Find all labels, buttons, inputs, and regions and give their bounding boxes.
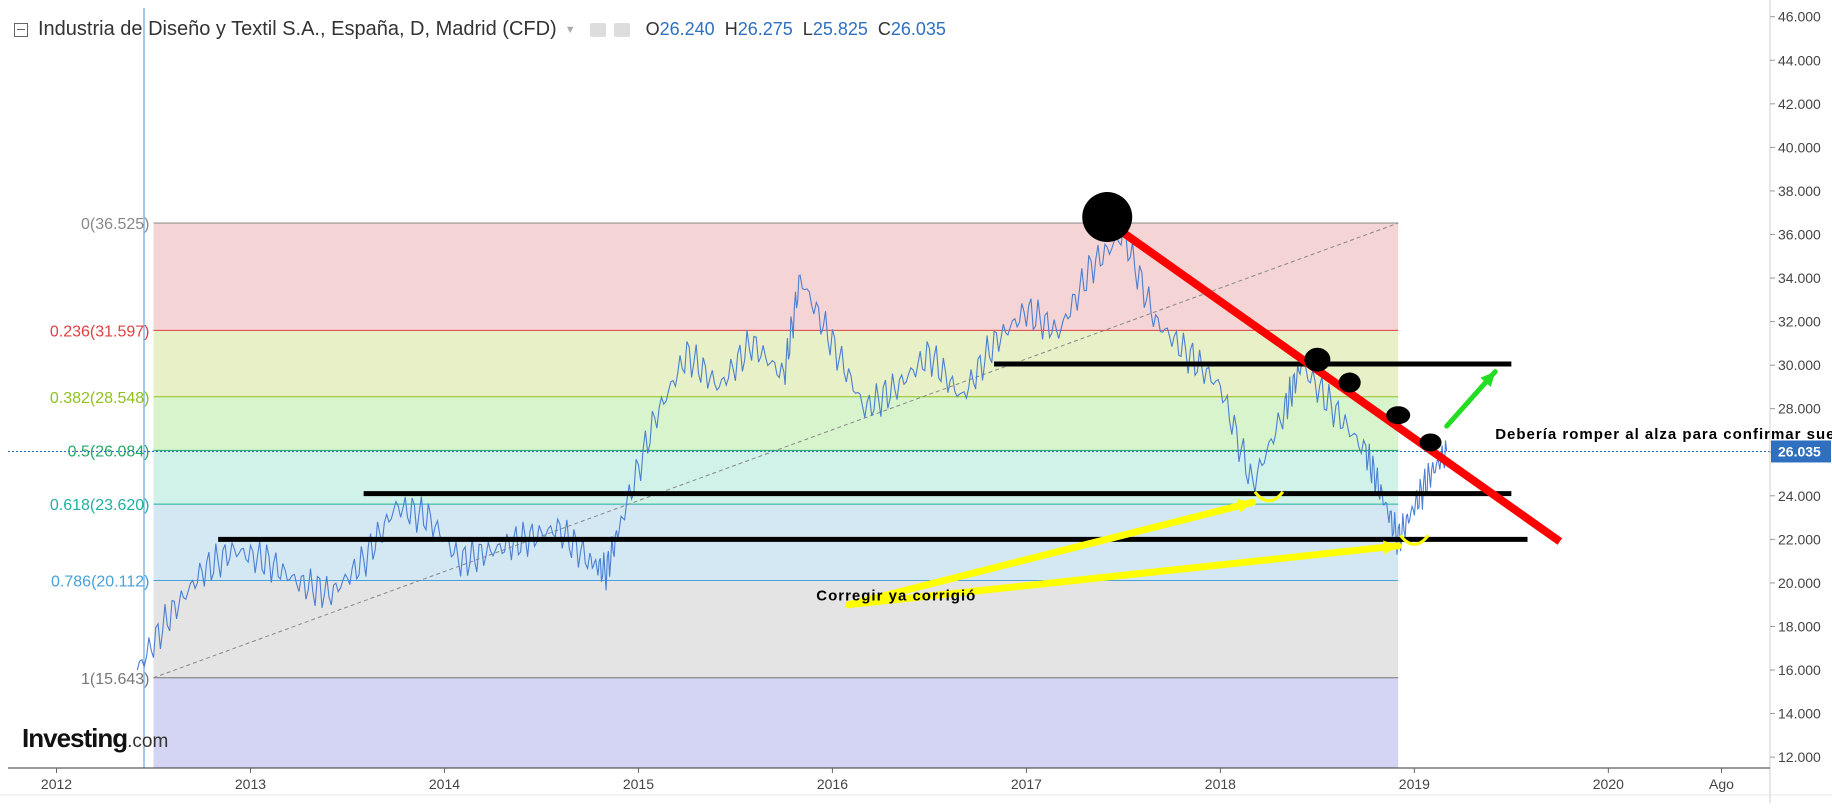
- y-tick-label: 16.000: [1778, 662, 1821, 678]
- y-tick-label: 30.000: [1778, 357, 1821, 373]
- fib-trend-dashed-line: [153, 222, 1399, 679]
- price-series-line: [136, 225, 1448, 671]
- touch-marker: [1386, 406, 1411, 425]
- resistance-trend-line: [1104, 218, 1563, 545]
- close-value: 26.035: [890, 19, 946, 39]
- annotation-text: Corregir ya corrigió: [816, 587, 976, 604]
- y-tick-label: 12.000: [1778, 749, 1821, 765]
- collapse-icon[interactable]: [14, 22, 28, 37]
- bounce-mark: [1399, 534, 1430, 546]
- chart-header: Industria de Diseño y Textil S.A., Españ…: [14, 18, 946, 41]
- y-tick-label: 46.000: [1778, 9, 1821, 25]
- y-tick-label: 14.000: [1778, 706, 1821, 722]
- last-price-label: 26.035: [1778, 443, 1821, 459]
- last-price-tag: [1771, 440, 1831, 463]
- high-value: 26.275: [737, 19, 793, 39]
- gear-icon[interactable]: [613, 22, 630, 37]
- investing-logo: Investing.com: [22, 723, 169, 753]
- high-label: H: [724, 19, 738, 39]
- x-tick-label: 2012: [41, 776, 72, 792]
- x-tick-label: 2019: [1399, 776, 1430, 792]
- y-tick-label: 34.000: [1778, 270, 1821, 286]
- x-tick-label: 2016: [817, 776, 848, 792]
- bounce-mark: [1253, 490, 1285, 503]
- x-tick-label: 2020: [1593, 776, 1624, 792]
- y-tick-label: 22.000: [1778, 531, 1821, 547]
- fib-level-label: 0(36.525): [81, 216, 150, 233]
- y-tick-label: 32.000: [1778, 314, 1821, 330]
- x-tick-label: 2018: [1205, 776, 1236, 792]
- yellow-arrow: [845, 498, 1257, 609]
- x-tick-label: 2014: [429, 776, 460, 792]
- y-tick-label: 18.000: [1778, 618, 1821, 634]
- fib-level-label: 0.236(31.597): [50, 323, 150, 340]
- touch-marker: [1338, 372, 1361, 393]
- fib-band: [153, 396, 1399, 451]
- ohlc-readout: O26.240 H26.275 L25.825 C26.035: [646, 19, 946, 40]
- y-tick-label: 40.000: [1778, 139, 1821, 155]
- open-value: 26.240: [659, 19, 715, 39]
- open-label: O: [645, 19, 660, 39]
- fib-level-label: 0.382(28.548): [50, 390, 150, 407]
- y-tick-label: 44.000: [1778, 52, 1821, 68]
- x-tick-label: 2013: [235, 776, 266, 792]
- fib-level-label: 1(15.643): [81, 671, 150, 688]
- close-label: C: [877, 19, 891, 39]
- y-tick-label: 36.000: [1778, 226, 1821, 242]
- yellow-arrow: [845, 542, 1402, 609]
- fib-level-label: 0.618(23.620): [50, 497, 150, 514]
- eye-icon[interactable]: [589, 22, 606, 37]
- low-value: 25.825: [812, 19, 868, 39]
- y-tick-label: 28.000: [1778, 401, 1821, 417]
- x-tick-label: Ago: [1709, 776, 1734, 792]
- touch-marker: [1304, 347, 1331, 372]
- yellow-arrow-head: [1383, 540, 1399, 555]
- instrument-title: Industria de Diseño y Textil S.A., Españ…: [38, 18, 557, 40]
- fib-band: [153, 580, 1399, 678]
- x-tick-label: 2017: [1011, 776, 1042, 792]
- y-tick-label: 38.000: [1778, 183, 1821, 199]
- y-tick-label: 42.000: [1778, 96, 1821, 112]
- x-tick-label: 2015: [623, 776, 654, 792]
- peak-marker: [1082, 192, 1133, 243]
- fib-level-label: 0.786(20.112): [51, 573, 149, 590]
- fib-band: [153, 677, 1399, 768]
- fib-band: [153, 223, 1399, 331]
- chevron-down-icon[interactable]: ▼: [564, 23, 576, 36]
- yellow-arrow-head: [1237, 499, 1253, 513]
- y-tick-label: 20.000: [1778, 575, 1821, 591]
- green-up-arrow-head: [1480, 371, 1496, 388]
- y-tick-label: 24.000: [1778, 488, 1821, 504]
- touch-marker: [1419, 433, 1442, 452]
- low-label: L: [802, 19, 813, 39]
- annotation-text: Debería romper al alza para confirmar su…: [1495, 426, 1832, 443]
